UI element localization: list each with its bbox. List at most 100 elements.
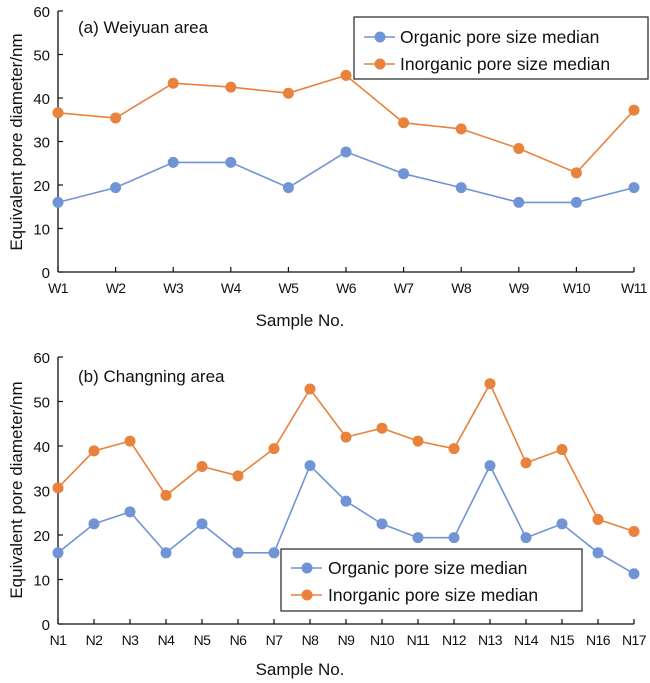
- x-tick-label: N2: [86, 632, 104, 648]
- x-tick-label: N7: [266, 632, 284, 648]
- data-point-organic: [340, 146, 352, 158]
- data-point-organic: [225, 156, 237, 168]
- data-point-inorganic: [340, 431, 352, 443]
- y-tick-label: 30: [33, 135, 50, 152]
- data-point-organic: [398, 168, 410, 180]
- y-tick-label: 10: [33, 222, 50, 239]
- y-tick-label: 30: [33, 484, 50, 501]
- legend-organic-label: Organic pore size median: [400, 27, 599, 47]
- data-point-organic: [570, 196, 582, 208]
- data-point-inorganic: [513, 142, 525, 154]
- x-tick-label: N14: [514, 632, 539, 648]
- y-axis-title: Equivalent pore diameter/nm: [7, 381, 26, 598]
- x-tick-label: W8: [451, 280, 472, 296]
- x-tick-label: N4: [158, 632, 176, 648]
- x-tick-label: W10: [563, 280, 591, 296]
- data-point-organic: [52, 547, 64, 559]
- data-point-organic: [520, 532, 532, 544]
- data-point-organic: [412, 532, 424, 544]
- x-tick-label: W7: [394, 280, 415, 296]
- data-point-organic: [124, 506, 136, 518]
- axes: 0 10 20 30 40 50 60 N1 N2 N3 N4 N5 N6 N7 N8 N9 N10 N11 N12…: [33, 350, 647, 648]
- data-point-inorganic: [340, 69, 352, 81]
- data-point-inorganic: [628, 525, 640, 537]
- y-tick-label: 0: [42, 265, 50, 282]
- series-line-inorganic: [57, 381, 635, 533]
- data-point-inorganic: [196, 460, 208, 472]
- data-point-inorganic: [520, 457, 532, 469]
- x-tick-label: N12: [442, 632, 467, 648]
- panel-weiyuan: (a) Weiyuan area Sample No. Equivalent p…: [7, 4, 649, 330]
- legend-organic-label: Organic pore size median: [328, 558, 527, 578]
- data-point-organic: [196, 518, 208, 530]
- data-point-organic: [282, 182, 294, 194]
- data-point-inorganic: [110, 112, 122, 124]
- legend-inorganic-label: Inorganic pore size median: [328, 585, 538, 605]
- y-tick-label: 60: [33, 4, 50, 21]
- data-point-organic: [304, 460, 316, 472]
- x-tick-label: W4: [221, 280, 242, 296]
- legend-box: [353, 16, 649, 80]
- x-tick-label: W5: [278, 280, 299, 296]
- x-tick-label: N5: [194, 632, 212, 648]
- data-point-inorganic: [124, 435, 136, 447]
- data-point-organic: [340, 495, 352, 507]
- data-point-organic: [628, 182, 640, 194]
- data-point-inorganic: [268, 443, 280, 455]
- data-point-inorganic: [592, 513, 604, 525]
- data-point-organic: [88, 518, 100, 530]
- x-tick-label: W6: [336, 280, 357, 296]
- series-layer: [52, 378, 640, 580]
- data-point-inorganic: [167, 77, 179, 89]
- data-point-organic: [448, 532, 460, 544]
- x-tick-label: N16: [586, 632, 611, 648]
- y-tick-label: 40: [33, 91, 50, 108]
- x-tick-label: W11: [621, 280, 648, 296]
- data-point-inorganic: [225, 81, 237, 93]
- y-tick-label: 60: [33, 350, 50, 367]
- y-tick-label: 20: [33, 178, 50, 195]
- x-tick-label: N9: [338, 632, 356, 648]
- data-point-organic: [556, 518, 568, 530]
- data-point-organic: [484, 460, 496, 472]
- axes: 0 10 20 30 40 50 60 W1 W2 W3 W4 W5 W6 W7 W8 W9 W10 W11: [33, 4, 648, 296]
- panel-changning: (b) Changning area Sample No. Equivalent…: [7, 350, 647, 679]
- series-layer: [52, 69, 640, 208]
- x-tick-label: N15: [550, 632, 575, 648]
- data-point-inorganic: [484, 378, 496, 390]
- data-point-inorganic: [232, 470, 244, 482]
- x-tick-label: N8: [302, 632, 320, 648]
- x-tick-label: N10: [370, 632, 395, 648]
- data-point-organic: [592, 547, 604, 559]
- x-tick-label: N1: [50, 632, 68, 648]
- series-line-inorganic: [57, 74, 635, 174]
- data-point-inorganic: [570, 167, 582, 179]
- data-point-inorganic: [160, 489, 172, 501]
- legend-organic-marker: [301, 562, 313, 574]
- data-point-inorganic: [628, 104, 640, 116]
- series-line-organic: [57, 151, 635, 204]
- y-tick-label: 20: [33, 528, 50, 545]
- data-point-organic: [455, 182, 467, 194]
- data-point-inorganic: [88, 445, 100, 457]
- data-point-inorganic: [398, 117, 410, 129]
- data-point-organic: [376, 518, 388, 530]
- legend-inorganic-marker: [301, 589, 313, 601]
- x-tick-label: N17: [622, 632, 647, 648]
- legend-organic-marker: [374, 31, 386, 43]
- legend-inorganic-marker: [374, 58, 386, 70]
- legend-box: [280, 548, 583, 612]
- y-tick-label: 50: [33, 48, 50, 65]
- data-point-inorganic: [282, 87, 294, 99]
- data-point-organic: [167, 156, 179, 168]
- y-tick-label: 50: [33, 395, 50, 412]
- x-tick-label: W1: [48, 280, 69, 296]
- data-point-organic: [232, 547, 244, 559]
- data-point-organic: [513, 196, 525, 208]
- x-tick-label: N3: [122, 632, 140, 648]
- y-tick-label: 10: [33, 573, 50, 590]
- data-point-organic: [268, 547, 280, 559]
- legend-inorganic-label: Inorganic pore size median: [400, 54, 610, 74]
- data-point-inorganic: [556, 444, 568, 456]
